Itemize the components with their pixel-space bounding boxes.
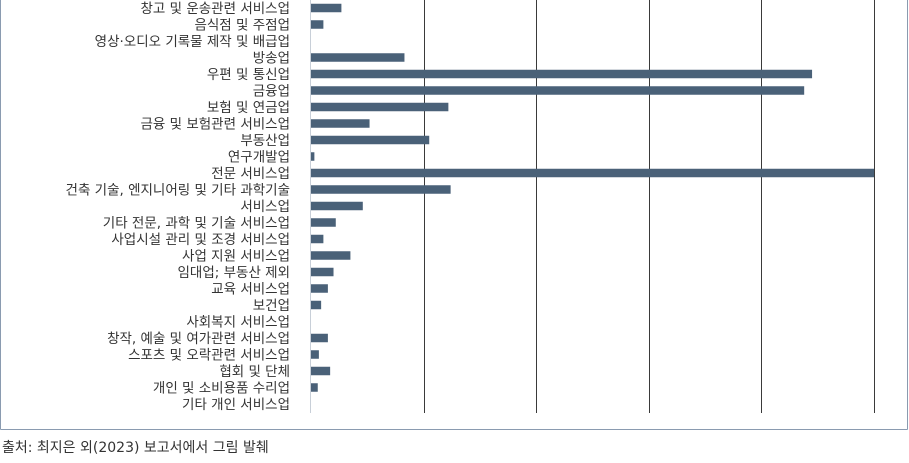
bar	[311, 234, 324, 244]
bar	[311, 383, 318, 392]
category-label: 기타 전문, 과학 및 기술 서비스업	[103, 216, 290, 232]
category-label: 건축 기술, 엔지니어링 및 기타 과학기술	[66, 183, 290, 199]
bar	[311, 201, 363, 211]
category-label: 사업시설 관리 및 조경 서비스업	[111, 232, 290, 248]
bar	[311, 20, 324, 29]
bar	[311, 102, 449, 112]
bar	[311, 53, 405, 62]
category-label: 사업 지원 서비스업	[182, 249, 290, 265]
category-label: 부동산업	[240, 133, 290, 149]
bar	[311, 267, 334, 277]
category-label: 영상·오디오 기록물 제작 및 배급업	[95, 34, 290, 50]
category-label: 스포츠 및 오락관련 서비스업	[128, 348, 290, 364]
category-label: 교육 서비스업	[211, 282, 290, 298]
bar	[311, 86, 805, 95]
category-label: 기타 개인 서비스업	[182, 397, 290, 413]
bar	[311, 185, 451, 194]
category-label: 보험 및 연금업	[207, 100, 290, 116]
bar	[311, 135, 430, 145]
bar	[311, 218, 336, 227]
bar	[311, 284, 328, 293]
category-label: 임대업; 부동산 제외	[178, 265, 291, 281]
bar	[311, 119, 370, 128]
source-note: 출처: 최지은 외(2023) 보고서에서 그림 발췌	[2, 440, 269, 456]
bar	[311, 350, 319, 359]
chart-frame: 창고 및 운송관련 서비스업 음식점 및 주점업 영상·오디오 기록물 제작 및 배…	[0, 0, 908, 430]
bar	[311, 333, 328, 343]
bar	[311, 366, 331, 376]
category-label: 개인 및 소비용품 수리업	[153, 381, 290, 397]
category-label: 우편 및 통신업	[207, 67, 290, 83]
category-label: 사회복지 서비스업	[186, 315, 290, 331]
category-label: 방송업	[253, 51, 290, 67]
category-label: 협회 및 단체	[219, 364, 290, 380]
category-label: 창고 및 운송관련 서비스업	[141, 1, 291, 17]
category-label: 금융 및 보험관련 서비스업	[141, 117, 291, 133]
bar	[311, 168, 874, 178]
category-label: 연구개발업	[228, 150, 290, 166]
category-label: 보건업	[253, 298, 290, 314]
bar	[311, 69, 813, 79]
bar	[311, 300, 322, 310]
bar	[311, 3, 342, 13]
category-label: 음식점 및 주점업	[194, 18, 290, 34]
category-label: 서비스업	[240, 199, 290, 215]
bar	[311, 152, 315, 161]
category-label: 금융업	[253, 84, 290, 100]
category-label: 전문 서비스업	[211, 166, 290, 182]
category-label: 창작, 예술 및 여가관련 서비스업	[107, 331, 290, 347]
bar	[311, 251, 351, 260]
